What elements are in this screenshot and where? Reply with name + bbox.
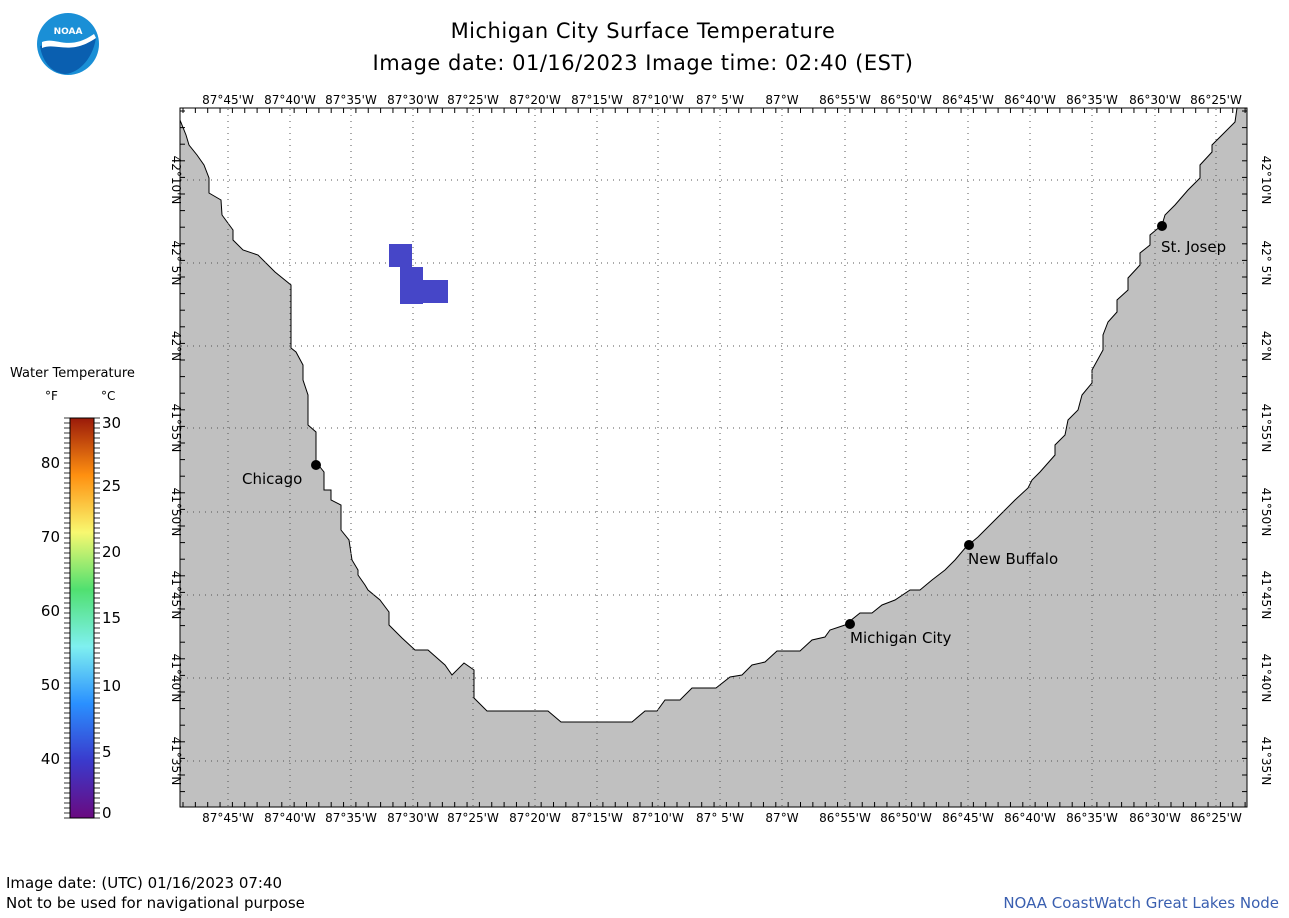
cold-water-pixels: [389, 244, 448, 304]
lon-label: 86°45'W: [942, 93, 994, 107]
shoreline-land: [179, 107, 1248, 808]
lat-label: 41°50'N: [1259, 488, 1273, 537]
lon-label: 86°55'W: [819, 811, 871, 825]
lon-label: 86°35'W: [1066, 93, 1118, 107]
lon-label: 87°25'W: [447, 93, 499, 107]
legend-f-tick: 80: [41, 454, 60, 472]
lat-label: 41°55'N: [169, 404, 183, 453]
lon-label: 86°50'W: [880, 811, 932, 825]
lon-label: 87°30'W: [387, 811, 439, 825]
lon-label: 86°30'W: [1129, 93, 1181, 107]
lon-label: 87°W: [765, 811, 798, 825]
lat-label: 41°50'N: [169, 488, 183, 537]
lat-label: 42° 5'N: [1259, 241, 1273, 286]
cold-pixel: [423, 280, 448, 303]
lat-label: 42°N: [1259, 331, 1273, 361]
lon-labels-bottom: 87°45'W 87°40'W 87°35'W 87°30'W 87°25'W 87°20…: [202, 811, 1242, 825]
lon-label: 87°30'W: [387, 93, 439, 107]
legend-c-tick: 30: [102, 414, 121, 432]
legend-c-tick: 0: [102, 804, 112, 822]
legend-f-tick: 60: [41, 602, 60, 620]
lon-label: 87°40'W: [264, 811, 316, 825]
land-area: [179, 107, 1248, 808]
lat-label: 42°N: [169, 331, 183, 361]
chicago-label: Chicago: [242, 470, 302, 488]
legend-c-tick: 5: [102, 743, 112, 761]
noaa-logo-icon: NOAA: [37, 13, 99, 75]
lon-label: 86°35'W: [1066, 811, 1118, 825]
lon-label: 87°45'W: [202, 93, 254, 107]
legend-f-tick: 40: [41, 750, 60, 768]
lon-label: 87°10'W: [632, 93, 684, 107]
legend-unit-c: °C: [101, 389, 116, 403]
new-buffalo-marker: [964, 540, 974, 550]
map-ticks: [180, 108, 1247, 807]
lat-label: 41°45'N: [1259, 571, 1273, 620]
lon-label: 86°25'W: [1190, 93, 1242, 107]
michigan-city-label: Michigan City: [850, 629, 952, 647]
lon-label: 87°35'W: [325, 93, 377, 107]
st-josep-label: St. Josep: [1161, 238, 1226, 256]
cold-pixel: [400, 267, 423, 304]
legend-c-tick: 25: [102, 477, 121, 495]
city-markers: Chicago St. Josep New Buffalo Michigan City: [242, 221, 1226, 647]
lon-label: 86°30'W: [1129, 811, 1181, 825]
image-date-time: Image date: 01/16/2023 Image time: 02:40…: [372, 51, 914, 75]
legend-f-tick: 70: [41, 528, 60, 546]
cold-pixel: [389, 244, 412, 267]
lon-label: 87°25'W: [447, 811, 499, 825]
lon-label: 86°45'W: [942, 811, 994, 825]
legend-c-tick: 15: [102, 609, 121, 627]
lon-label: 87°45'W: [202, 811, 254, 825]
lat-label: 41°40'N: [1259, 654, 1273, 703]
lon-label: 87°40'W: [264, 93, 316, 107]
lon-label: 86°40'W: [1004, 93, 1056, 107]
lat-label: 42°10'N: [1259, 156, 1273, 205]
legend-c-tick: 20: [102, 543, 121, 561]
lat-label: 42°10'N: [169, 156, 183, 205]
lon-label: 87°35'W: [325, 811, 377, 825]
utc-image-date: Image date: (UTC) 01/16/2023 07:40: [6, 874, 283, 892]
lat-label: 41°40'N: [169, 654, 183, 703]
map-title: Michigan City Surface Temperature: [450, 19, 836, 43]
michigan-city-marker: [845, 619, 855, 629]
st-josep-marker: [1157, 221, 1167, 231]
lat-label: 41°35'N: [169, 737, 183, 786]
new-buffalo-label: New Buffalo: [968, 550, 1058, 568]
map-frame: [179, 107, 1248, 808]
lon-label: 87° 5'W: [696, 93, 744, 107]
navigation-disclaimer: Not to be used for navigational purpose: [6, 894, 305, 912]
graticule: [181, 109, 1246, 806]
lat-label: 41°35'N: [1259, 737, 1273, 786]
chicago-marker: [311, 460, 321, 470]
logo-text: NOAA: [54, 27, 83, 37]
lat-labels-right: 42°10'N 42° 5'N 42°N 41°55'N 41°50'N 41°45'N 4…: [1259, 156, 1273, 786]
lon-label: 87°10'W: [632, 811, 684, 825]
credit-link[interactable]: NOAA CoastWatch Great Lakes Node: [1003, 894, 1279, 912]
legend-f-tick: 50: [41, 676, 60, 694]
lon-label: 87°20'W: [509, 93, 561, 107]
lon-labels-top: 87°45'W 87°40'W 87°35'W 87°30'W 87°25'W 87°20…: [202, 93, 1242, 107]
lon-label: 87° 5'W: [696, 811, 744, 825]
lat-label: 41°55'N: [1259, 404, 1273, 453]
lon-label: 87°W: [765, 93, 798, 107]
lon-label: 87°15'W: [571, 93, 623, 107]
lat-label: 41°45'N: [169, 571, 183, 620]
lon-label: 87°15'W: [571, 811, 623, 825]
lon-label: 86°25'W: [1190, 811, 1242, 825]
legend-c-tick: 10: [102, 677, 121, 695]
lon-label: 86°55'W: [819, 93, 871, 107]
lon-label: 86°50'W: [880, 93, 932, 107]
legend-unit-f: °F: [45, 389, 58, 403]
lon-label: 86°40'W: [1004, 811, 1056, 825]
color-scale-gradient: [69, 417, 95, 819]
legend-title: Water Temperature: [10, 366, 135, 381]
lat-label: 42° 5'N: [169, 241, 183, 286]
lon-label: 87°20'W: [509, 811, 561, 825]
lat-labels-left: 42°10'N 42° 5'N 42°N 41°55'N 41°50'N 41°45'N 4…: [169, 156, 183, 786]
